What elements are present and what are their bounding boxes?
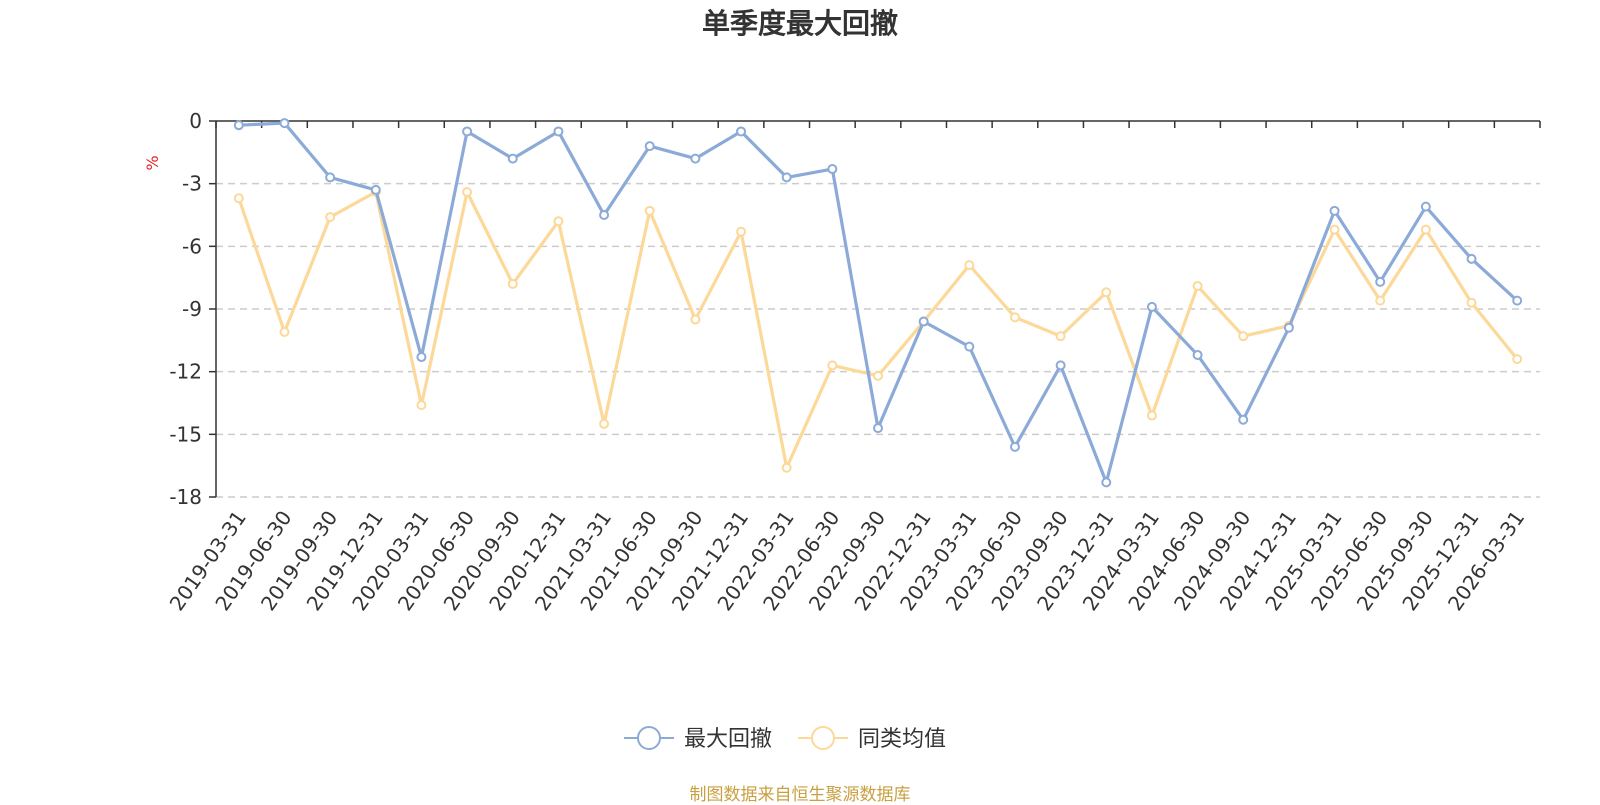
data-point <box>1009 441 1020 452</box>
y-tick-label: 0 <box>189 109 202 133</box>
data-point <box>1192 349 1203 360</box>
data-point <box>827 360 838 371</box>
data-point <box>416 400 427 411</box>
data-point <box>1146 410 1157 421</box>
y-tick-label: -9 <box>182 297 202 321</box>
data-point <box>1466 253 1477 264</box>
data-point <box>233 193 244 204</box>
data-point <box>325 172 336 183</box>
data-point <box>736 126 747 137</box>
data-point <box>1420 224 1431 235</box>
legend-label: 同类均值 <box>858 727 946 752</box>
data-point <box>1512 354 1523 365</box>
data-point <box>1283 322 1294 333</box>
data-point <box>1420 201 1431 212</box>
data-point <box>1055 360 1066 371</box>
y-tick-label: -18 <box>169 485 202 509</box>
data-point <box>690 153 701 164</box>
data-point <box>1329 205 1340 216</box>
data-point <box>1512 295 1523 306</box>
data-point <box>1101 477 1112 488</box>
y-tick-label: -6 <box>182 234 202 258</box>
data-point <box>644 205 655 216</box>
y-axis-unit: % <box>143 155 162 170</box>
data-point <box>644 141 655 152</box>
data-point <box>964 341 975 352</box>
data-point <box>599 210 610 220</box>
data-point <box>1466 297 1477 308</box>
data-point <box>553 126 564 137</box>
data-point <box>233 120 244 131</box>
data-point <box>1146 301 1157 312</box>
data-point <box>1009 312 1020 323</box>
data-point <box>827 164 838 175</box>
data-point <box>416 352 427 363</box>
data-point <box>325 212 336 223</box>
data-point <box>690 314 701 325</box>
y-tick-label: -15 <box>169 422 202 446</box>
data-point <box>279 326 290 337</box>
y-tick-label: -3 <box>182 172 202 196</box>
data-point <box>553 216 564 227</box>
data-point <box>1101 287 1112 298</box>
data-source-note: 制图数据来自恒生聚源数据库 <box>689 785 911 805</box>
data-point <box>736 226 747 237</box>
data-point <box>507 153 518 164</box>
legend-label: 最大回撤 <box>684 727 772 752</box>
data-point <box>507 278 518 289</box>
data-point <box>1055 331 1066 342</box>
legend-marker-0 <box>637 726 661 750</box>
data-point <box>370 184 381 195</box>
data-point <box>279 118 290 129</box>
data-point <box>462 187 473 198</box>
data-point <box>918 316 929 327</box>
data-point <box>781 462 792 473</box>
data-point <box>599 418 610 429</box>
data-point <box>1238 331 1249 342</box>
data-point <box>873 423 883 434</box>
data-point <box>1192 281 1203 292</box>
y-tick-label: -12 <box>169 360 202 384</box>
data-point <box>873 370 883 381</box>
data-point <box>781 172 792 183</box>
data-point <box>1329 224 1340 235</box>
data-point <box>1375 295 1386 306</box>
legend-marker-1 <box>811 726 835 750</box>
data-point <box>964 260 975 271</box>
data-point <box>1375 276 1386 287</box>
data-point <box>1238 414 1249 425</box>
chart-title: 单季度最大回撤 <box>701 7 898 40</box>
data-point <box>462 126 473 137</box>
